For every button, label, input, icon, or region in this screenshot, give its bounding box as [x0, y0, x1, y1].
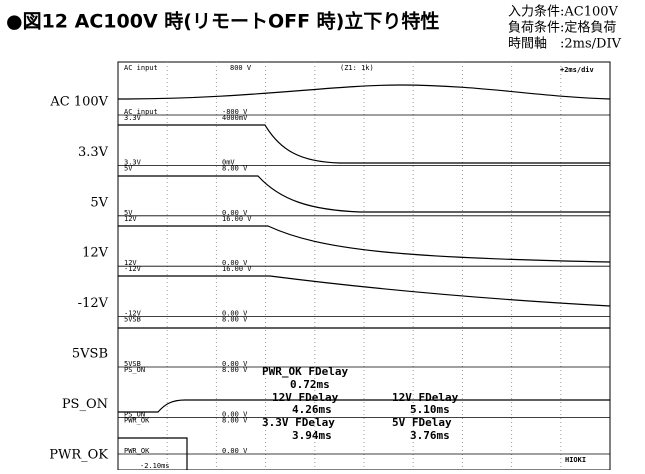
scope-label: AC input [124, 64, 158, 72]
scope-label: 0.00 V [222, 360, 248, 368]
waveform [118, 124, 610, 164]
scope-label: PWR_OK [124, 416, 150, 424]
scope-label: PS_ON [124, 410, 145, 418]
scope-label: 8.00 V [222, 164, 248, 172]
scope-label: 12V [124, 259, 137, 267]
channel-label: 5V [90, 195, 108, 210]
scope-label: 16.00 V [222, 215, 252, 223]
waveform [118, 399, 610, 413]
scope-label: 8.00 V [222, 416, 248, 424]
scope-label: AC input [124, 108, 158, 116]
channel-label: AC 100V [49, 95, 108, 110]
measurement-name: 12V FDelay [392, 391, 459, 404]
scope-label: -800 V [222, 108, 248, 116]
scope-label: 5VSB [124, 316, 141, 324]
measurement-value: 3.76ms [410, 429, 450, 442]
scope-label: -12V [124, 265, 142, 273]
measurement-name: 5V FDelay [392, 416, 452, 429]
scope-label: 5V [124, 164, 133, 172]
measurement-name: 12V FDelay [272, 391, 339, 404]
title: ●図12 AC100V 時(リモートOFF 時)立下り特性 [6, 10, 439, 33]
scope-label: -12V [124, 310, 142, 318]
channel-label: PWR_OK [49, 447, 108, 462]
scope-label: 12V [124, 215, 137, 223]
channel-label: 12V [82, 246, 109, 261]
waveform [118, 175, 610, 213]
condition: 入力条件:AC100V [508, 4, 619, 20]
scope-label: -2.10ms [140, 462, 170, 470]
scope-label: PS_ON [124, 366, 145, 374]
scope-label: 3.3V [124, 158, 142, 166]
scope-label: 5V [124, 209, 133, 217]
channel-label: 3.3V [78, 145, 109, 160]
scope-label: +2ms/div [560, 66, 594, 74]
channel-label: 5VSB [72, 347, 108, 362]
measurement-value: 5.10ms [410, 403, 450, 416]
scope-label: 16.00 V [222, 265, 252, 273]
scope-label: PWR_OK [124, 447, 150, 455]
measurement-name: 3.3V FDelay [262, 416, 335, 429]
waveform [118, 437, 188, 470]
measurement-value: 4.26ms [292, 403, 332, 416]
scope-label: 800 V [230, 64, 252, 72]
scope-label: 0.00 V [222, 209, 248, 217]
scope-label: HIOKI [565, 456, 586, 464]
waveforms [117, 84, 611, 470]
waveform [118, 275, 611, 307]
scope-label: (Z1: 1k) [340, 64, 374, 72]
measurement-name: PWR_OK FDelay [262, 365, 348, 378]
scope-label: 0.00 V [222, 447, 248, 455]
scope-label: 0.00 V [222, 310, 248, 318]
scope-label: 5VSB [124, 360, 141, 368]
scope-label: 0.00 V [222, 259, 248, 267]
measurement-value: 0.72ms [290, 378, 330, 391]
scope-label: 0.00 V [222, 410, 248, 418]
measurement-value: 3.94ms [292, 429, 332, 442]
scope-label: 0mV [222, 158, 235, 166]
condition: 負荷条件:定格負荷 [508, 20, 616, 36]
scope-label: 8.00 V [222, 366, 248, 374]
waveform [117, 84, 611, 100]
channel-label: -12V [78, 296, 109, 311]
scope-label: 8.00 V [222, 316, 248, 324]
scope-label: 4000mV [222, 114, 248, 122]
channel-label: PS_ON [62, 397, 108, 412]
condition: 時間軸 :2ms/DIV [508, 37, 622, 52]
scope-label: 3.3V [124, 114, 142, 122]
waveform [118, 225, 611, 263]
